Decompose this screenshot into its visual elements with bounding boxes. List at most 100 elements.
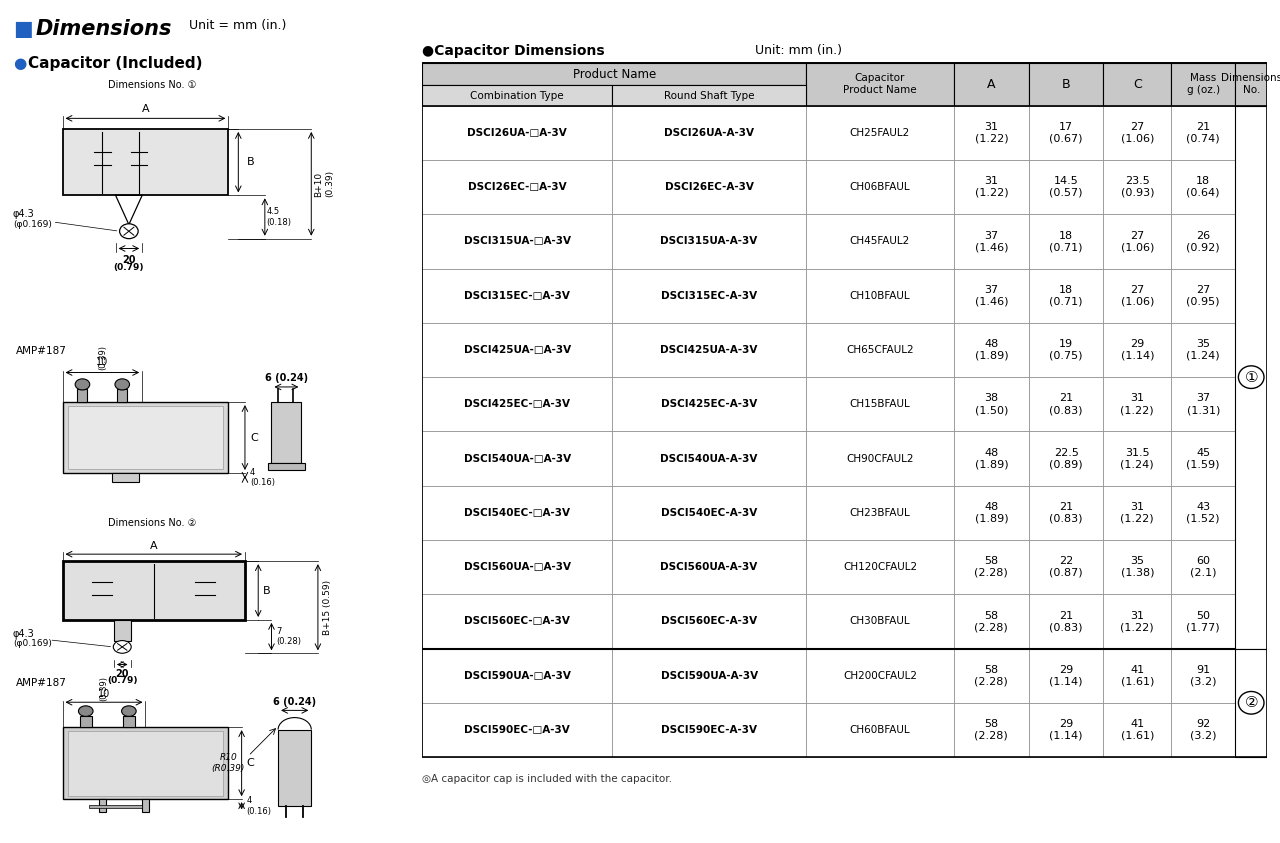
Text: 26
(0.92): 26 (0.92)	[1187, 231, 1220, 252]
Bar	[1171, 105, 1235, 160]
Text: ②: ②	[1244, 695, 1258, 711]
Text: AMP#187: AMP#187	[17, 678, 67, 688]
Text: DSCI425EC-□A-3V: DSCI425EC-□A-3V	[465, 400, 570, 410]
Text: (φ0.169): (φ0.169)	[13, 639, 51, 648]
Bar	[1103, 540, 1171, 594]
Text: 31
(1.22): 31 (1.22)	[974, 176, 1009, 198]
Bar	[1171, 648, 1235, 703]
Bar	[806, 160, 954, 214]
Bar	[1171, 214, 1235, 269]
Bar	[63, 728, 228, 799]
Text: 31
(1.22): 31 (1.22)	[1120, 394, 1155, 415]
Bar	[954, 648, 1029, 703]
Text: CH65CFAUL2: CH65CFAUL2	[846, 345, 914, 355]
Bar	[806, 214, 954, 269]
Text: CH23BFAUL: CH23BFAUL	[850, 507, 910, 518]
Text: DSCI425EC-A-3V: DSCI425EC-A-3V	[660, 400, 758, 410]
Bar	[612, 160, 806, 214]
Text: DSCI540EC-□A-3V: DSCI540EC-□A-3V	[465, 507, 570, 518]
Bar	[63, 402, 228, 473]
Text: DSCI26UA-A-3V: DSCI26UA-A-3V	[664, 128, 754, 138]
Text: DSCI590UA-A-3V: DSCI590UA-A-3V	[660, 671, 758, 680]
Text: 48
(1.89): 48 (1.89)	[974, 502, 1009, 524]
Bar	[1235, 63, 1267, 105]
Text: 7
(0.28): 7 (0.28)	[276, 627, 302, 647]
Bar	[954, 323, 1029, 377]
Bar	[422, 377, 612, 432]
Text: Mass
g (oz.): Mass g (oz.)	[1187, 73, 1220, 95]
Bar	[1029, 160, 1103, 214]
Bar	[422, 63, 806, 85]
Text: CH10BFAUL: CH10BFAUL	[850, 291, 910, 301]
Text: CH25FAUL2: CH25FAUL2	[850, 128, 910, 138]
Text: DSCI590UA-□A-3V: DSCI590UA-□A-3V	[463, 671, 571, 680]
Bar	[806, 323, 954, 377]
Text: CH120CFAUL2: CH120CFAUL2	[844, 562, 916, 572]
Text: AMP#187: AMP#187	[17, 346, 67, 357]
Text: DSCI590EC-A-3V: DSCI590EC-A-3V	[662, 725, 758, 735]
Text: 21
(0.83): 21 (0.83)	[1050, 394, 1083, 415]
Text: Unit: mm (in.): Unit: mm (in.)	[755, 44, 842, 56]
Bar	[612, 323, 806, 377]
Bar	[806, 540, 954, 594]
Circle shape	[119, 223, 138, 239]
Bar	[1029, 323, 1103, 377]
Text: DSCI425UA-A-3V: DSCI425UA-A-3V	[660, 345, 758, 355]
Bar	[954, 594, 1029, 648]
Text: ■: ■	[13, 19, 32, 39]
Text: 45
(1.59): 45 (1.59)	[1187, 448, 1220, 470]
Text: (0.39): (0.39)	[97, 345, 106, 370]
Text: 58
(2.28): 58 (2.28)	[974, 610, 1009, 632]
Bar	[612, 486, 806, 540]
Bar	[422, 486, 612, 540]
Text: 37
(1.46): 37 (1.46)	[974, 285, 1009, 307]
Text: 48
(1.89): 48 (1.89)	[974, 339, 1009, 361]
Text: CH45FAUL2: CH45FAUL2	[850, 236, 910, 246]
Text: φ4.3: φ4.3	[13, 209, 35, 219]
Text: (φ0.169): (φ0.169)	[13, 220, 51, 229]
Text: Capacitor
Product Name: Capacitor Product Name	[844, 73, 916, 95]
Bar	[1235, 105, 1267, 648]
Text: A: A	[150, 540, 157, 550]
Text: DSCI590EC-□A-3V: DSCI590EC-□A-3V	[465, 725, 570, 735]
Circle shape	[115, 379, 129, 390]
Text: (0.79): (0.79)	[108, 676, 137, 685]
Bar	[1103, 594, 1171, 648]
Bar	[269, 463, 305, 470]
Text: 22.5
(0.89): 22.5 (0.89)	[1050, 448, 1083, 470]
Text: 4
(0.16): 4 (0.16)	[250, 468, 275, 487]
Text: 43
(1.52): 43 (1.52)	[1187, 502, 1220, 524]
Bar	[68, 406, 224, 469]
Bar	[612, 432, 806, 486]
Text: B: B	[247, 157, 255, 167]
Bar	[1171, 594, 1235, 648]
Bar	[612, 594, 806, 648]
Text: B+10
(0.39): B+10 (0.39)	[315, 170, 334, 197]
Text: 31
(1.22): 31 (1.22)	[1120, 502, 1155, 524]
Bar	[1171, 486, 1235, 540]
Text: 91
(3.2): 91 (3.2)	[1190, 665, 1216, 686]
Bar	[954, 540, 1029, 594]
Text: C: C	[247, 758, 255, 768]
Bar	[422, 323, 612, 377]
Bar	[1103, 214, 1171, 269]
Text: 21
(0.83): 21 (0.83)	[1050, 610, 1083, 632]
Bar	[954, 432, 1029, 486]
Text: 50
(1.77): 50 (1.77)	[1187, 610, 1220, 632]
Text: DSCI315EC-□A-3V: DSCI315EC-□A-3V	[465, 291, 570, 301]
Text: Product Name: Product Name	[572, 67, 657, 81]
Bar	[1171, 269, 1235, 323]
Text: A: A	[987, 78, 996, 91]
Bar	[1029, 594, 1103, 648]
Bar	[1029, 540, 1103, 594]
Text: 18
(0.71): 18 (0.71)	[1050, 285, 1083, 307]
Bar	[422, 594, 612, 648]
Text: 4
(0.16): 4 (0.16)	[247, 796, 271, 815]
Text: 37
(1.31): 37 (1.31)	[1187, 394, 1220, 415]
Bar	[1171, 63, 1235, 105]
Bar	[954, 160, 1029, 214]
Text: 58
(2.28): 58 (2.28)	[974, 719, 1009, 741]
Text: CH15BFAUL: CH15BFAUL	[850, 400, 910, 410]
Text: DSCI425UA-□A-3V: DSCI425UA-□A-3V	[463, 345, 571, 355]
Text: 27
(1.06): 27 (1.06)	[1120, 122, 1155, 143]
